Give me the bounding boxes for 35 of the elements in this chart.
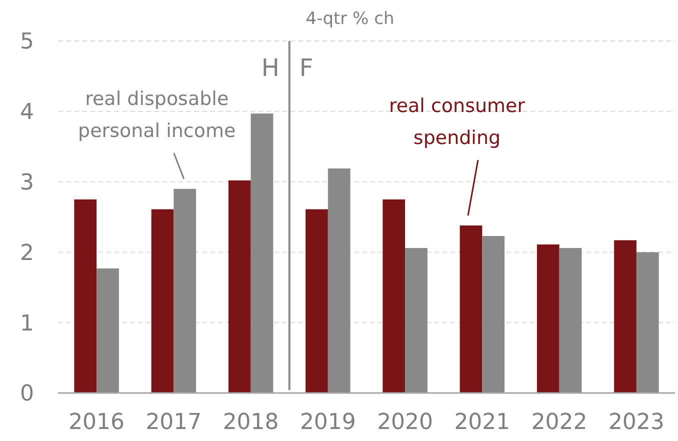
bar — [151, 209, 174, 393]
bar — [382, 199, 406, 393]
x-tick-label: 2023 — [608, 410, 664, 435]
x-tick-label: 2020 — [377, 410, 434, 435]
bar — [559, 248, 582, 393]
bar — [74, 199, 97, 393]
bar — [328, 168, 350, 393]
bar — [614, 240, 636, 393]
x-tick-label: 2016 — [68, 410, 125, 435]
bar — [96, 268, 119, 393]
bar — [405, 248, 428, 393]
x-tick-label: 2021 — [454, 410, 510, 435]
annotation: H — [261, 54, 280, 82]
x-tick-label: 2019 — [300, 410, 356, 435]
text: real consumer spending — [388, 95, 526, 149]
bar — [174, 188, 196, 393]
y-tick-label: 5 — [20, 30, 34, 55]
bar — [250, 114, 274, 393]
y-tick-label: 4 — [20, 100, 34, 126]
x-tick-label: 2018 — [222, 410, 279, 435]
bar — [636, 252, 659, 393]
series-label: real disposable personal income — [78, 88, 236, 142]
x-tick-label: 2022 — [531, 410, 588, 435]
annotation: F — [299, 54, 314, 82]
bar — [306, 209, 328, 393]
bar — [482, 236, 505, 393]
y-tick-label: 0 — [20, 382, 34, 407]
bar — [536, 244, 560, 393]
y-axis-title: 4-qtr % ch — [306, 9, 394, 29]
bar — [228, 180, 251, 393]
bar — [460, 225, 482, 393]
y-tick-label: 2 — [20, 240, 34, 266]
y-tick-label: 3 — [20, 170, 34, 196]
y-tick-label: 1 — [20, 311, 34, 336]
x-tick-label: 2017 — [146, 410, 202, 435]
